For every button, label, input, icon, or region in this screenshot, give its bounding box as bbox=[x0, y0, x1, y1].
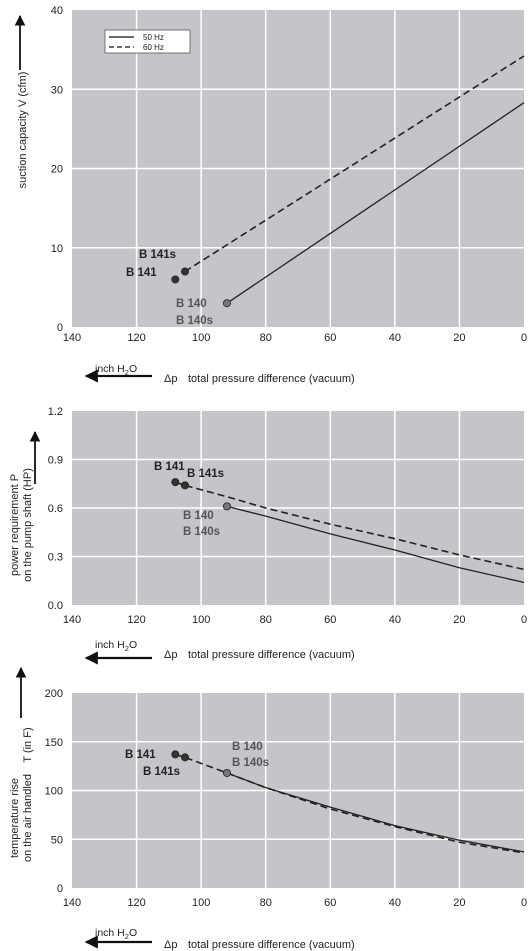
data-point-marker bbox=[222, 299, 231, 308]
data-point-marker bbox=[171, 478, 180, 487]
y-tick-label: 0.6 bbox=[48, 503, 63, 515]
pump-model-label: B 140s bbox=[232, 757, 269, 769]
x-tick-label: 0 bbox=[521, 614, 527, 626]
y-tick-label: 0.9 bbox=[48, 455, 63, 467]
y-tick-label: 30 bbox=[51, 84, 63, 96]
x-tick-label: 100 bbox=[192, 614, 210, 626]
x-axis-label: total pressure difference (vacuum) bbox=[188, 649, 355, 661]
x-axis-symbol: Δp bbox=[164, 649, 177, 661]
x-axis-unit-label: inch H2O bbox=[95, 363, 137, 377]
x-axis-symbol: Δp bbox=[164, 939, 177, 951]
x-axis-unit-label: inch H2O bbox=[95, 639, 137, 653]
pump-model-label: B 141 bbox=[125, 749, 156, 761]
x-axis-label: total pressure difference (vacuum) bbox=[188, 373, 355, 385]
x-tick-label: 100 bbox=[192, 897, 210, 909]
data-point-marker bbox=[222, 768, 231, 777]
y-axis-label: T (in F) bbox=[22, 727, 34, 762]
data-point-marker bbox=[171, 750, 180, 759]
x-axis-symbol: Δp bbox=[164, 373, 177, 385]
y-tick-label: 0.3 bbox=[48, 552, 63, 564]
y-tick-label: 40 bbox=[51, 5, 63, 17]
x-tick-label: 60 bbox=[324, 897, 336, 909]
legend-label: 60 Hz bbox=[143, 43, 164, 52]
pump-model-label: B 140s bbox=[183, 526, 220, 538]
data-point-marker bbox=[171, 275, 180, 284]
x-tick-label: 0 bbox=[521, 897, 527, 909]
series-line-60hz bbox=[175, 753, 525, 854]
x-axis-label: total pressure difference (vacuum) bbox=[188, 939, 355, 951]
pump-model-label: B 141 bbox=[154, 461, 185, 473]
data-point-marker bbox=[180, 267, 189, 276]
x-tick-label: 60 bbox=[324, 614, 336, 626]
x-tick-label: 40 bbox=[389, 614, 401, 626]
y-axis-label: temperature rise bbox=[9, 778, 21, 858]
y-axis-label: on the air handled bbox=[22, 774, 34, 862]
x-tick-label: 140 bbox=[63, 897, 81, 909]
pump-model-label: B 141s bbox=[143, 766, 180, 778]
x-tick-label: 120 bbox=[127, 614, 145, 626]
x-tick-label: 0 bbox=[521, 332, 527, 344]
series-line-60hz bbox=[175, 481, 525, 571]
x-tick-label: 80 bbox=[260, 614, 272, 626]
x-tick-label: 120 bbox=[127, 332, 145, 344]
x-tick-label: 80 bbox=[260, 332, 272, 344]
chart-panel-2: 140 120 100 80 60 40 20 00.00.30.60.91.2B 141B … bbox=[9, 406, 527, 665]
x-tick-label: 40 bbox=[389, 332, 401, 344]
pump-model-label: B 141s bbox=[139, 249, 176, 261]
y-axis-label: power requirement P bbox=[9, 474, 21, 576]
y-tick-label: 20 bbox=[51, 164, 63, 176]
y-tick-label: 0 bbox=[57, 322, 63, 334]
pump-model-label: B 141s bbox=[187, 468, 224, 480]
y-tick-label: 200 bbox=[45, 688, 63, 700]
data-point-marker bbox=[180, 481, 189, 490]
data-point-marker bbox=[222, 502, 231, 511]
y-tick-label: 150 bbox=[45, 737, 63, 749]
x-tick-label: 100 bbox=[192, 332, 210, 344]
y-tick-label: 0 bbox=[57, 883, 63, 895]
x-tick-label: 80 bbox=[260, 897, 272, 909]
x-tick-label: 20 bbox=[453, 897, 465, 909]
y-tick-label: 10 bbox=[51, 243, 63, 255]
pump-model-label: B 140s bbox=[176, 315, 213, 327]
x-tick-label: 40 bbox=[389, 897, 401, 909]
series-line-50hz bbox=[226, 505, 525, 584]
series-line-60hz bbox=[184, 55, 525, 273]
y-tick-label: 50 bbox=[51, 834, 63, 846]
x-tick-label: 140 bbox=[63, 332, 81, 344]
x-tick-label: 120 bbox=[127, 897, 145, 909]
y-tick-label: 1.2 bbox=[48, 406, 63, 418]
y-tick-label: 100 bbox=[45, 786, 63, 798]
x-tick-label: 140 bbox=[63, 614, 81, 626]
pump-model-label: B 140 bbox=[232, 741, 263, 753]
pump-model-label: B 141 bbox=[126, 267, 157, 279]
x-axis-unit-label: inch H2O bbox=[95, 927, 137, 941]
y-axis-label: on the pump shaft (HP) bbox=[22, 468, 34, 582]
y-tick-label: 0.0 bbox=[48, 600, 63, 612]
x-tick-label: 20 bbox=[453, 332, 465, 344]
pump-model-label: B 140 bbox=[176, 298, 207, 310]
pump-model-label: B 140 bbox=[183, 510, 214, 522]
y-axis-label: suction capacity V (cfm) bbox=[17, 72, 29, 189]
data-point-marker bbox=[180, 753, 189, 762]
x-tick-label: 60 bbox=[324, 332, 336, 344]
chart-panel-1: 140 120 100 80 60 40 20 0 0 10 20 30 40 B 141s B 141 B … bbox=[14, 5, 527, 385]
x-tick-label: 20 bbox=[453, 614, 465, 626]
series-line-50hz bbox=[226, 102, 525, 304]
legend-label: 50 Hz bbox=[143, 33, 164, 42]
